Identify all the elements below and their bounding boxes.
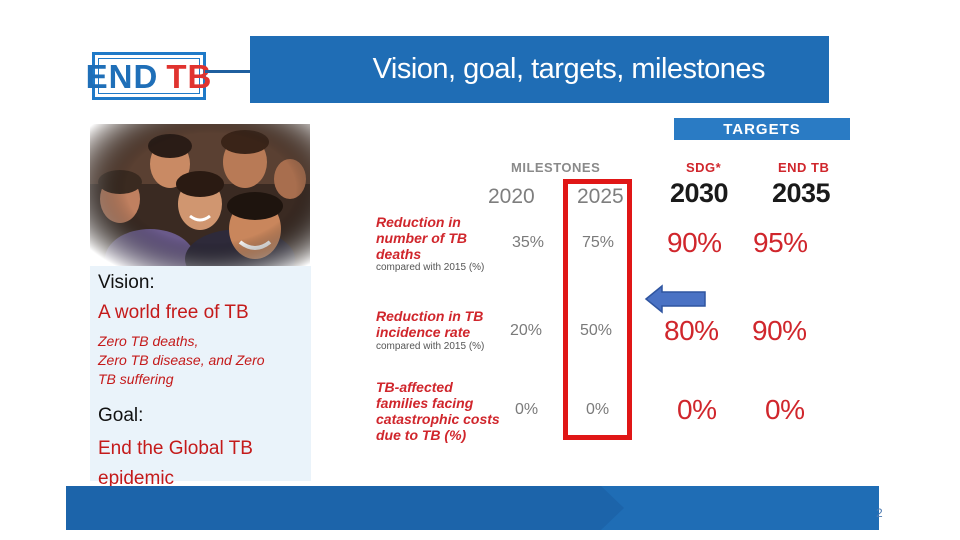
deaths-2035: 95% [753, 227, 808, 258]
goal-statement-line: End the Global TB [98, 438, 253, 459]
logo-text: END TB [86, 58, 211, 94]
deaths-2030: 90% [667, 227, 722, 258]
goal-statement-line: epidemic [98, 468, 175, 489]
row-label-line: due to TB (%) [376, 427, 467, 443]
vision-heading: Vision: [98, 272, 155, 293]
row-deaths-label: Reduction in number of TB deaths [376, 214, 467, 262]
milestones-header: MILESTONES [511, 160, 601, 175]
incidence-2025: 50% [580, 322, 613, 339]
goal-heading: Goal: [98, 405, 144, 426]
costs-2025: 0% [586, 401, 610, 418]
year-2025: 2025 [577, 185, 624, 208]
incidence-2035: 90% [752, 315, 807, 346]
row-incidence-sub: compared with 2015 (%) [376, 341, 485, 352]
costs-2030: 0% [677, 394, 717, 425]
slide-title: Vision, goal, targets, milestones [372, 53, 766, 85]
goal-statement: End the Global TB epidemic [98, 434, 253, 494]
row-label-line: families facing [376, 395, 474, 411]
endtb-header: END TB [778, 160, 830, 175]
sdg-header: SDG* [686, 160, 722, 175]
vision-statement: A world free of TB [98, 302, 249, 323]
row-label-line: deaths [376, 246, 422, 262]
logo-tb-text: TB [166, 57, 213, 95]
logo-end-text: END [85, 57, 159, 95]
incidence-2030: 80% [664, 315, 719, 346]
year-2020: 2020 [488, 185, 535, 208]
page-number: 2 [876, 506, 883, 520]
row-label-line: TB-affected [376, 379, 453, 395]
end-tb-logo: END TB [86, 52, 211, 100]
title-bar [250, 36, 829, 103]
vision-detail-line: TB suffering [98, 371, 174, 387]
costs-2035: 0% [765, 394, 805, 425]
deaths-2025: 75% [582, 234, 615, 251]
footer-bar [66, 486, 879, 530]
vision-detail-line: Zero TB disease, and Zero [98, 352, 265, 368]
row-deaths-sub: compared with 2015 (%) [376, 262, 485, 273]
row-label-line: number of TB [376, 230, 467, 246]
arrow-left-icon [644, 284, 706, 314]
children-photo [90, 124, 310, 266]
row-costs-label: TB-affected families facing catastrophic… [376, 379, 500, 443]
footer-chevron [66, 486, 624, 530]
vision-goal-panel [90, 266, 311, 481]
targets-header: TARGETS [674, 118, 850, 140]
row-label-line: catastrophic costs [376, 411, 500, 427]
year-2035: 2035 [772, 178, 831, 208]
row-label-line: incidence rate [376, 324, 471, 340]
row-incidence-label: Reduction in TB incidence rate [376, 308, 483, 340]
highlight-2025-box [563, 179, 632, 440]
incidence-2020: 20% [510, 322, 543, 339]
vision-detail-line: Zero TB deaths, [98, 333, 199, 349]
deaths-2020: 35% [512, 234, 545, 251]
logo-connector-line [205, 70, 250, 73]
row-label-line: Reduction in TB [376, 308, 484, 324]
year-2030: 2030 [670, 178, 729, 208]
vision-detail: Zero TB deaths, Zero TB disease, and Zer… [98, 332, 265, 389]
costs-2020: 0% [515, 401, 539, 418]
row-label-line: Reduction in [376, 214, 461, 230]
